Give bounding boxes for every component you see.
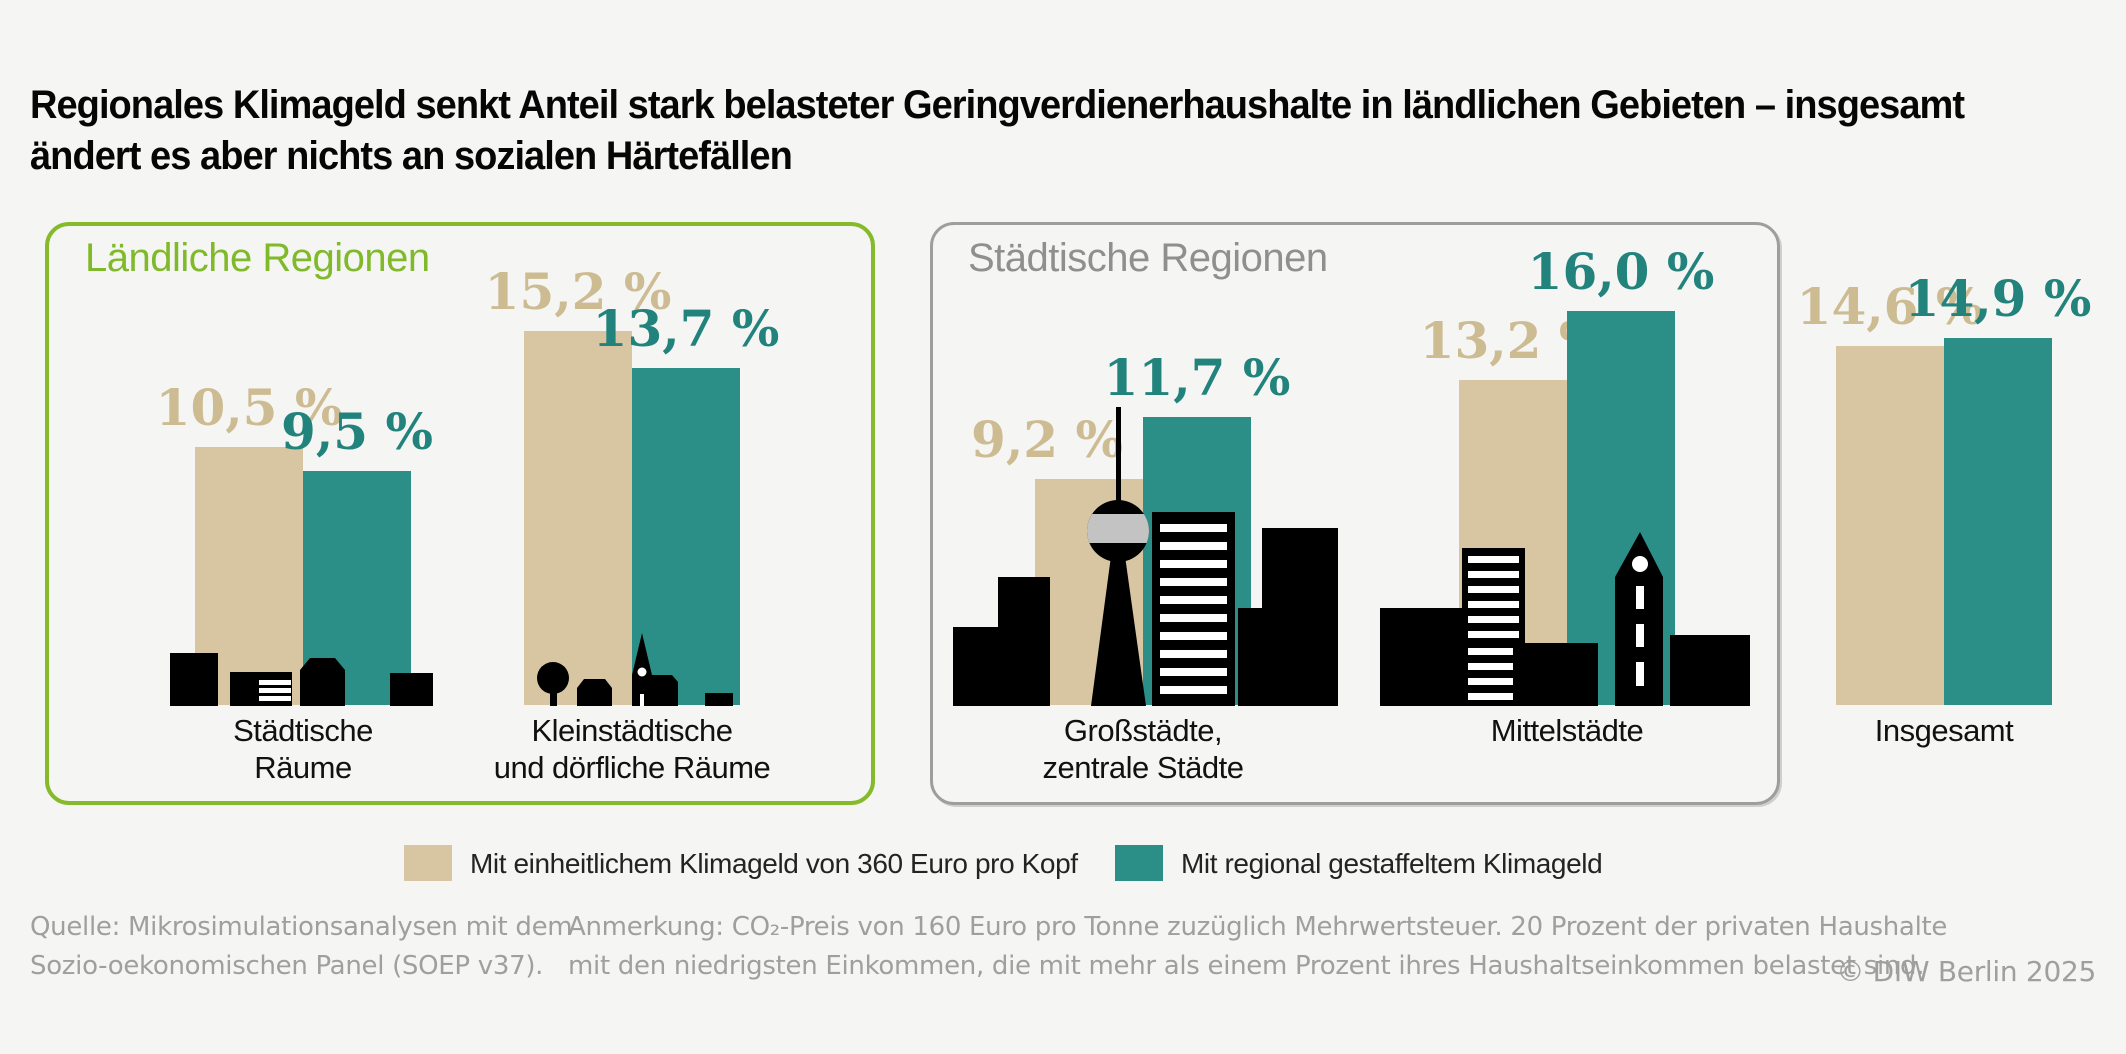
panel-urban-title: Städtische Regionen: [968, 236, 1328, 280]
category-line: Großstädte,: [1063, 713, 1223, 748]
panel-rural-title: Ländliche Regionen: [85, 236, 430, 280]
category-line: zentrale Städte: [1042, 750, 1244, 785]
bar-uniform-klimageld: 13,2 %: [1420, 311, 1606, 705]
value-label-uniform: 9,2 %: [971, 410, 1123, 469]
value-label-regional: 11,7 %: [1103, 348, 1291, 407]
bar-uniform-klimageld: 10,5 %: [156, 378, 342, 705]
value-label-regional: 14,9 %: [1904, 269, 2092, 328]
category-line: Insgesamt: [1874, 713, 2014, 748]
title-line-2: ändert es aber nichts an sozialen Härtef…: [30, 134, 793, 178]
copyright-notice: © DIW Berlin 2025: [1836, 955, 2096, 988]
bar-group-staedtische-raeume: 10,5 % 9,5 %: [156, 0, 433, 705]
bar-uniform-klimageld: 14,6 %: [1797, 277, 1983, 705]
value-label-regional: 16,0 %: [1527, 242, 1715, 301]
bar-regional-klimageld: 16,0 %: [1528, 242, 1714, 705]
category-label: Mittelstädte: [1327, 712, 1807, 749]
value-label-regional: 9,5 %: [281, 402, 433, 461]
bar-regional-klimageld: 13,7 %: [593, 299, 779, 705]
bar-regional-klimageld: 11,7 %: [1104, 348, 1290, 705]
bar-uniform-klimageld: 15,2 %: [485, 262, 671, 705]
legend-swatch-regional-klimageld: [1115, 845, 1163, 881]
bar-group-kleinstaedtische-raeume: 15,2 % 13,7 %: [485, 0, 779, 705]
bar-group-grossstaedte: 9,2 % 11,7 %: [971, 0, 1290, 705]
category-line: Städtische: [233, 713, 373, 748]
value-label-uniform: 10,5 %: [155, 378, 343, 437]
category-line: Mittelstädte: [1490, 713, 1644, 748]
category-line: und dörfliche Räume: [493, 750, 771, 785]
bar-uniform-klimageld: 9,2 %: [971, 410, 1143, 705]
category-label: Städtische Räume: [63, 712, 543, 786]
note-line-2: mit den niedrigsten Einkommen, die mit m…: [568, 951, 1925, 981]
source-line-1: Quelle: Mikrosimulationsanalysen mit dem: [30, 912, 573, 942]
bar-group-insgesamt: 14,6 % 14,9 %: [1797, 0, 2091, 705]
value-label-uniform: 15,2 %: [484, 262, 672, 321]
category-line: Räume: [254, 750, 352, 785]
category-label: Kleinstädtische und dörfliche Räume: [392, 712, 872, 786]
bar-regional-klimageld: 9,5 %: [281, 402, 433, 705]
legend-label-regional-klimageld: Mit regional gestaffeltem Klimageld: [1181, 848, 1603, 879]
category-line: Kleinstädtische: [531, 713, 733, 748]
panel-urban-regions: [930, 222, 1780, 805]
legend-swatch-uniform-klimageld: [404, 845, 452, 881]
source-line-2: Sozio-oekonomischen Panel (SOEP v37).: [30, 951, 544, 981]
value-label-regional: 13,7 %: [592, 299, 780, 358]
note-line-1: Anmerkung: CO₂-Preis von 160 Euro pro To…: [568, 912, 1948, 942]
panel-rural-regions: [45, 222, 875, 805]
bar-regional-klimageld: 14,9 %: [1905, 269, 2091, 705]
legend-label-uniform-klimageld: Mit einheitlichem Klimageld von 360 Euro…: [470, 848, 1078, 879]
bar-group-mittelstaedte: 13,2 % 16,0 %: [1420, 0, 1714, 705]
category-label: Großstädte, zentrale Städte: [903, 712, 1383, 786]
category-label: Insgesamt: [1704, 712, 2126, 749]
annotation-note: Anmerkung: CO₂-Preis von 160 Euro pro To…: [568, 908, 1947, 986]
page-title: Regionales Klimageld senkt Anteil stark …: [30, 80, 2025, 182]
source-note: Quelle: Mikrosimulationsanalysen mit dem…: [30, 908, 573, 986]
value-label-uniform: 14,6 %: [1796, 277, 1984, 336]
title-line-1: Regionales Klimageld senkt Anteil stark …: [30, 83, 1965, 127]
